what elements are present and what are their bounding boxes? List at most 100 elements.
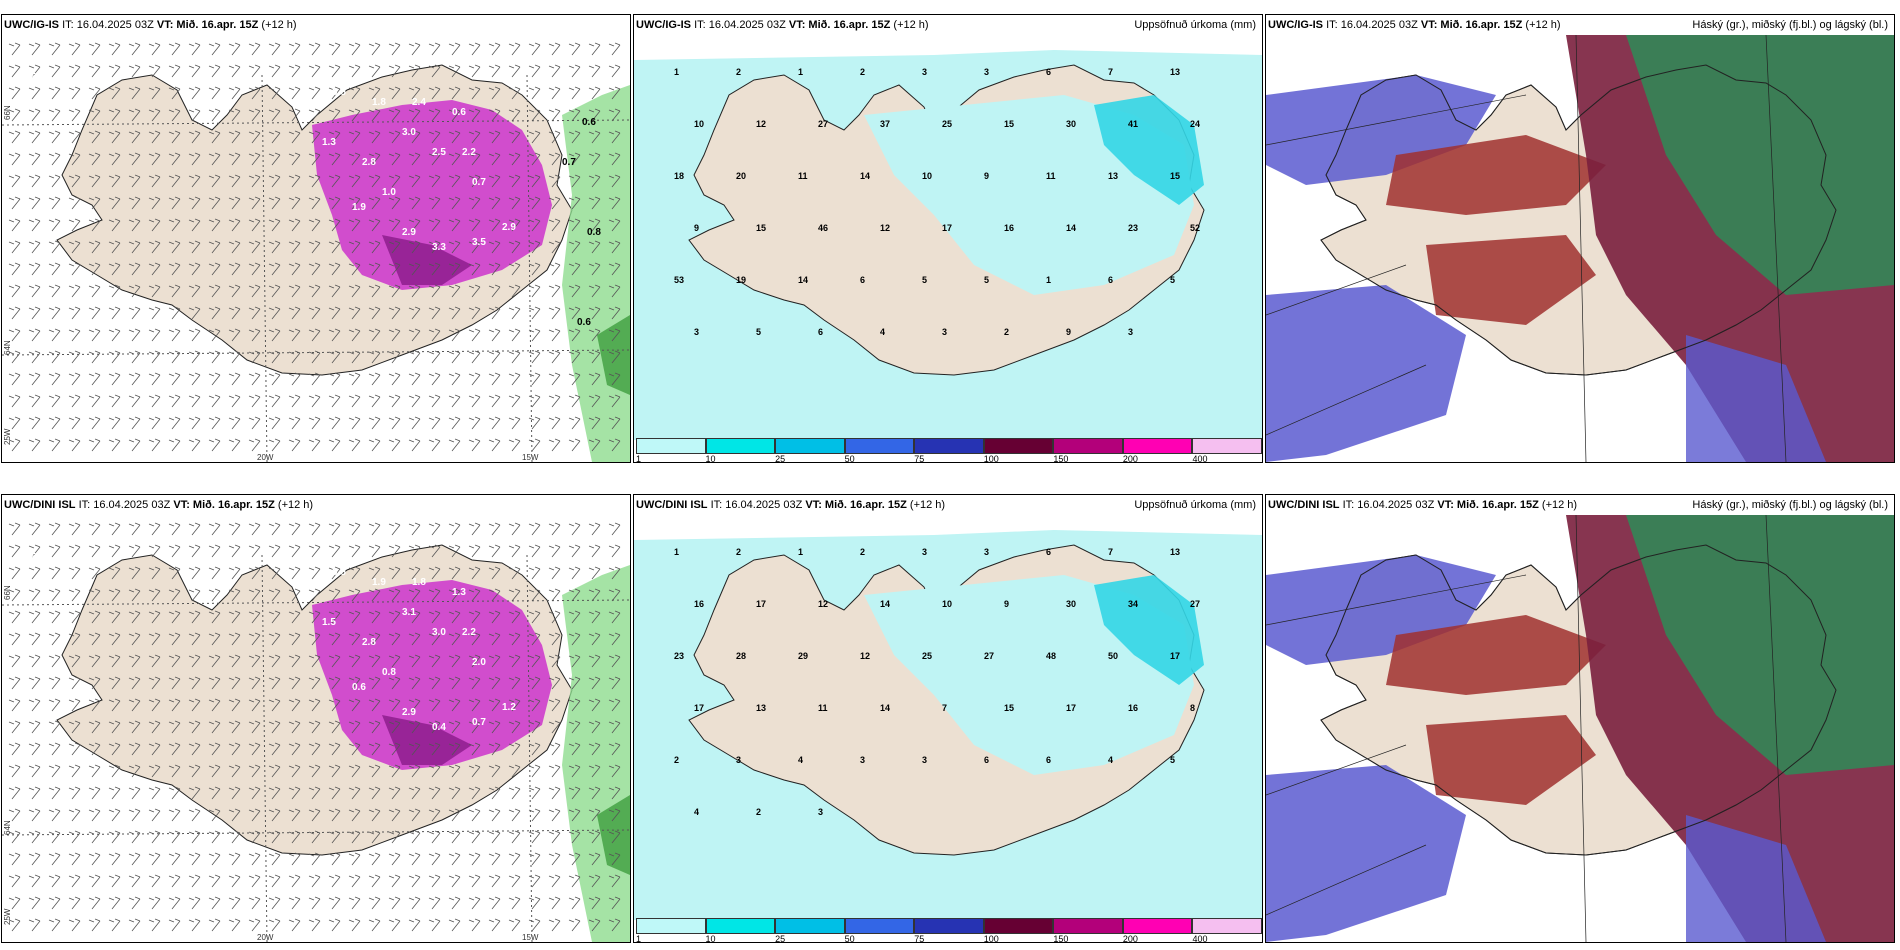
- wind-barb: [348, 918, 361, 932]
- wind-barb: [428, 544, 441, 558]
- wind-barb: [428, 42, 441, 56]
- wind-barb: [88, 676, 101, 690]
- wind-barb: [528, 196, 541, 210]
- wind-barb: [328, 86, 341, 100]
- wind-barb: [608, 632, 621, 646]
- projection-line: [1266, 515, 1787, 942]
- wind-barb: [148, 328, 161, 342]
- wind-barb: [68, 830, 81, 844]
- wind-barb: [268, 698, 281, 712]
- wind-barb: [248, 764, 261, 778]
- wind-barb: [568, 654, 581, 668]
- wind-barb: [548, 808, 561, 822]
- wind-barb: [48, 610, 61, 624]
- wind-barb: [488, 416, 501, 430]
- wind-barb: [408, 130, 421, 144]
- wind-barb: [8, 438, 21, 452]
- wind-barb: [8, 632, 21, 646]
- wind-barb: [228, 108, 241, 122]
- wind-barb: [388, 284, 401, 298]
- wind-barb: [288, 654, 301, 668]
- wind-barb: [448, 438, 461, 452]
- low-cloud: [1266, 765, 1466, 942]
- colorbar-swatch: [914, 918, 984, 934]
- precip-amount-label: 10: [942, 599, 952, 609]
- wind-barb: [68, 306, 81, 320]
- precip-amount-label: 3: [922, 755, 927, 765]
- precip-amount-label: 6: [984, 755, 989, 765]
- wind-barb: [508, 86, 521, 100]
- wind-barb: [128, 918, 141, 932]
- low-cloud: [1266, 285, 1466, 462]
- wind-barb: [148, 544, 161, 558]
- wind-barb: [488, 852, 501, 866]
- wind-barb: [228, 86, 241, 100]
- wind-barb: [588, 306, 601, 320]
- wind-barb: [348, 86, 361, 100]
- wind-barb: [88, 852, 101, 866]
- precip-amount-label: 27: [1190, 599, 1200, 609]
- wind-barb: [268, 438, 281, 452]
- wind-barb: [508, 786, 521, 800]
- wind-barb: [68, 918, 81, 932]
- wind-barb: [208, 284, 221, 298]
- wind-barb: [208, 896, 221, 910]
- wind-barb: [8, 588, 21, 602]
- wind-barb: [328, 896, 341, 910]
- wind-barb: [348, 42, 361, 56]
- wind-barb: [468, 852, 481, 866]
- wind-barb: [108, 174, 121, 188]
- wind-barb: [608, 152, 621, 166]
- wind-barb: [368, 394, 381, 408]
- wind-barb: [388, 654, 401, 668]
- wind-barb: [308, 306, 321, 320]
- wind-barb: [408, 830, 421, 844]
- colorbar-tick-label: 200: [1122, 934, 1138, 943]
- wind-barb: [448, 174, 461, 188]
- wind-barb: [88, 372, 101, 386]
- wind-barb: [228, 742, 241, 756]
- wind-barb: [308, 86, 321, 100]
- wind-barb: [328, 610, 341, 624]
- wind-barb: [208, 438, 221, 452]
- precip-amount-label: 3: [922, 67, 927, 77]
- wind-barb: [408, 654, 421, 668]
- wind-barb: [188, 874, 201, 888]
- wind-barb: [208, 544, 221, 558]
- wind-barb: [508, 544, 521, 558]
- wind-barb: [68, 852, 81, 866]
- low-cloud: [1686, 335, 1826, 462]
- wind-barb: [548, 852, 561, 866]
- wind-barb: [68, 284, 81, 298]
- wind-barb: [548, 306, 561, 320]
- wind-barb: [288, 130, 301, 144]
- precip-amount-label: 17: [1066, 703, 1076, 713]
- wind-barb: [168, 764, 181, 778]
- wind-barb: [468, 742, 481, 756]
- wind-barb: [288, 522, 301, 536]
- wind-barb: [168, 64, 181, 78]
- wind-barb: [568, 874, 581, 888]
- wind-barb: [268, 240, 281, 254]
- wind-barb: [528, 676, 541, 690]
- precip-amount-label: 7: [1108, 547, 1113, 557]
- wind-barb: [148, 42, 161, 56]
- wind-barb: [228, 218, 241, 232]
- wind-barb: [448, 544, 461, 558]
- wind-barb: [448, 654, 461, 668]
- precip-amount-label: 15: [1170, 171, 1180, 181]
- wind-barb: [28, 852, 41, 866]
- wind-barb: [208, 830, 221, 844]
- wind-barb: [348, 416, 361, 430]
- colorbar-tick-label: 400: [1192, 934, 1208, 943]
- wind-barb: [128, 896, 141, 910]
- colorbar-swatch: [705, 918, 776, 934]
- precip-amount-label: 9: [1004, 599, 1009, 609]
- wind-barb: [588, 676, 601, 690]
- precip-value-label: 1.2: [502, 702, 516, 713]
- wind-barb: [588, 698, 601, 712]
- wind-barb: [408, 632, 421, 646]
- wind-barb: [608, 438, 621, 452]
- wind-barb: [68, 654, 81, 668]
- wind-barb: [528, 874, 541, 888]
